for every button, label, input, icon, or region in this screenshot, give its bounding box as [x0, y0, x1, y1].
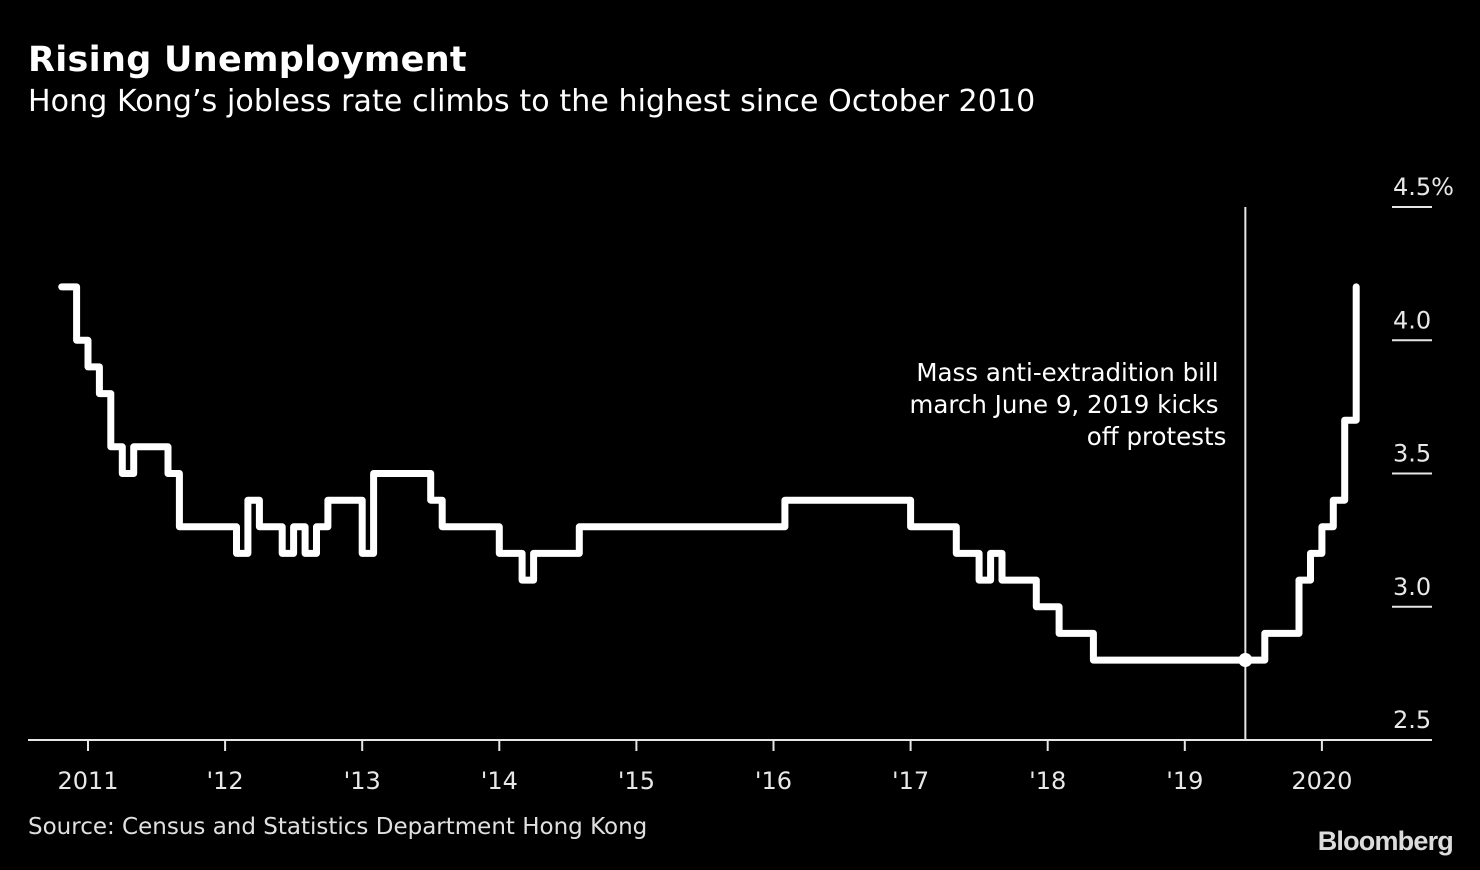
series-line-unemployment — [58, 283, 1360, 664]
y-tick-label: 4.5% — [1393, 173, 1454, 201]
x-tick-label: '16 — [755, 767, 792, 795]
x-tick-label: '18 — [1029, 767, 1066, 795]
y-tick-label: 4.0 — [1393, 306, 1431, 334]
y-axis: 4.5% 4.0 3.5 3.0 2.5 — [1392, 173, 1454, 734]
annotation-marker-dot — [1238, 653, 1253, 668]
annotation-line-3: off protests — [1087, 422, 1227, 451]
y-tick-label: 3.5 — [1393, 440, 1431, 468]
x-tick-label: '14 — [481, 767, 518, 795]
y-tick-label: 3.0 — [1393, 573, 1431, 601]
x-tick-label: 2011 — [57, 767, 118, 795]
source-note: Source: Census and Statistics Department… — [28, 814, 648, 840]
x-tick-label: '19 — [1166, 767, 1203, 795]
x-tick-label: '15 — [618, 767, 655, 795]
x-tick-label: '13 — [344, 767, 381, 795]
bloomberg-logo: Bloomberg — [1317, 826, 1454, 856]
annotation-line-1: Mass anti-extradition bill — [916, 358, 1218, 387]
annotation-text: Mass anti-extradition bill march June 9,… — [909, 358, 1226, 451]
annotation-line-2: march June 9, 2019 kicks — [909, 390, 1218, 419]
x-tick-label: '12 — [207, 767, 244, 795]
x-tick-label: 2020 — [1291, 767, 1352, 795]
x-axis: 2011 '12 '13 '14 '15 '16 '17 '18 '19 2020 — [28, 739, 1432, 795]
y-tick-label: 2.5 — [1393, 706, 1431, 734]
chart-subtitle: Hong Kong’s jobless rate climbs to the h… — [28, 84, 1036, 119]
chart-title: Rising Unemployment — [28, 40, 467, 80]
x-tick-label: '17 — [892, 767, 929, 795]
